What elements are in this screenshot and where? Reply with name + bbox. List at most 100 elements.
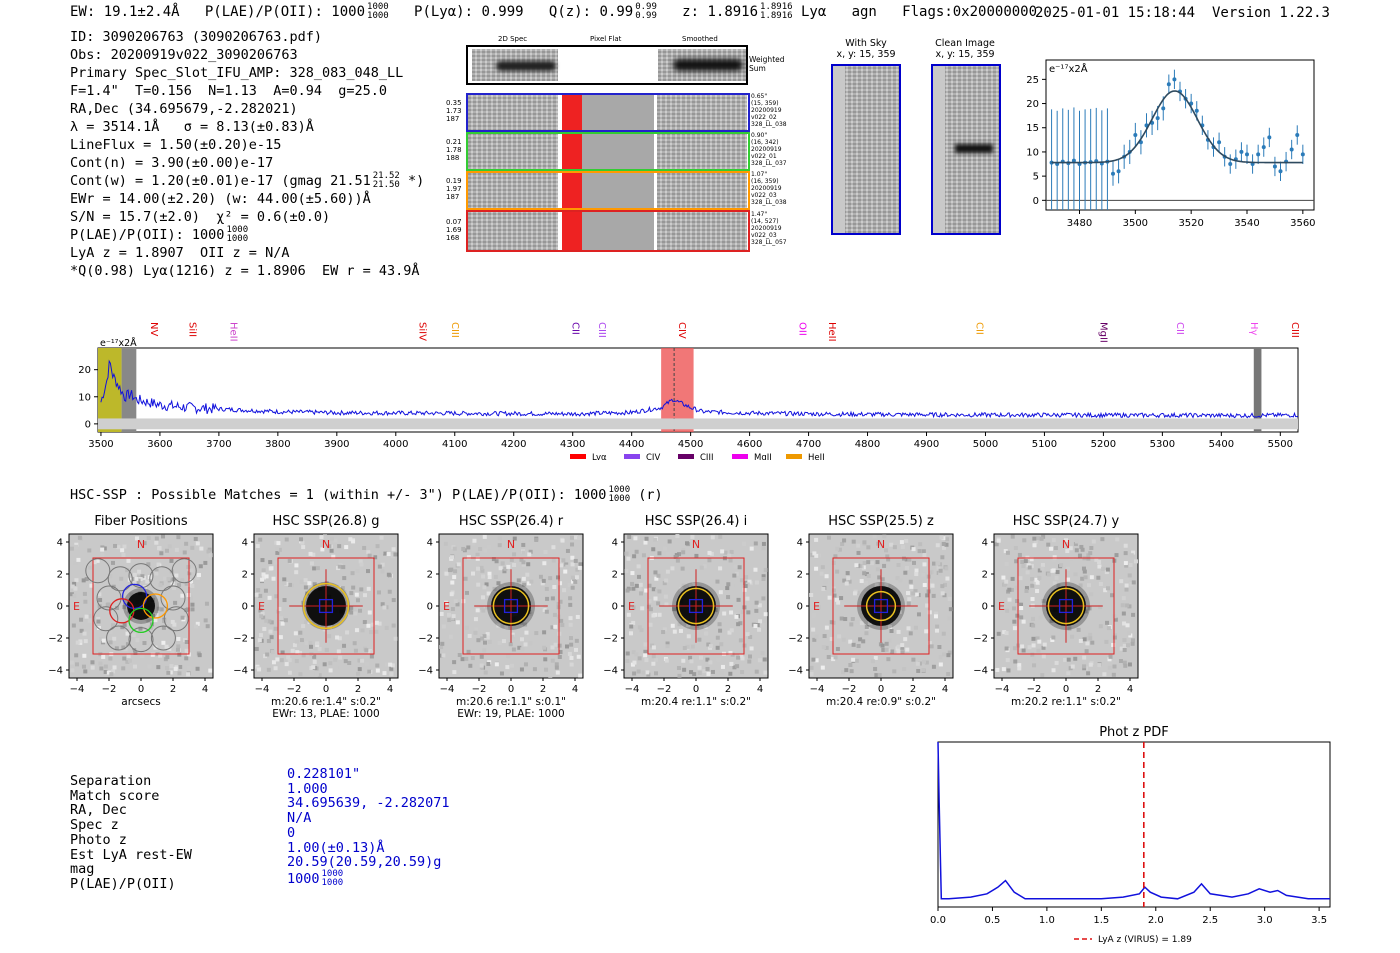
cutout-noise-pixel [161, 640, 166, 645]
cutout-noise-pixel [924, 660, 929, 665]
cutout-aperture [865, 590, 897, 622]
cutout-noise-pixel [103, 664, 108, 669]
cutout-noise-pixel [131, 632, 136, 637]
cutout-noise-pixel [115, 606, 120, 611]
cutout-noise-pixel [749, 646, 754, 651]
cutout-panel: HSC SSP(26.4) r N E 4 2 0 −2 −4 −4 −2 0 2 4 m:20.6 re… [418, 510, 625, 725]
cutout-noise-pixel [362, 620, 367, 625]
cutout-noise-pixel [710, 535, 715, 540]
cutout-noise-pixel [903, 570, 908, 575]
cutout-noise-pixel [931, 593, 936, 598]
cutout-noise-pixel [882, 563, 887, 568]
pdf-xtick-label: 3.0 [1257, 915, 1273, 926]
cutout-noise-pixel [570, 585, 575, 590]
cutout-noise-pixel [723, 550, 728, 555]
cutout-noise-pixel [697, 665, 702, 670]
cutout-noise-pixel [384, 605, 389, 610]
cutout-noise-pixel [842, 578, 847, 583]
cutout-east-label: E [813, 600, 820, 613]
cutout-noise-pixel [1123, 543, 1128, 548]
cutout-noise-pixel [896, 562, 901, 567]
cutout-xtick-label: 0 [1063, 684, 1069, 695]
cutout-noise-pixel [177, 671, 182, 676]
cutout-noise-pixel [1017, 663, 1022, 668]
fiber-circle [163, 606, 189, 632]
cutout-noise-pixel [521, 560, 526, 565]
cutout-noise-pixel [761, 574, 766, 579]
cutout-noise-pixel [161, 625, 166, 630]
cutout-noise-pixel [510, 632, 515, 637]
cutout-noise-pixel [1017, 552, 1022, 557]
cutout-noise-pixel [108, 630, 113, 635]
cutout-noise-pixel [811, 657, 816, 662]
cutout-noise-pixel [1065, 549, 1070, 554]
cutout-noise-pixel [854, 658, 859, 663]
cutout-noise-pixel [73, 586, 78, 591]
cutout-noise-pixel [686, 623, 691, 628]
cutout-noise-pixel [482, 634, 487, 639]
cutout-noise-pixel [322, 662, 327, 667]
cutout-noise-pixel [142, 641, 147, 646]
cutout-noise-pixel [728, 671, 733, 676]
cutout-noise-pixel [336, 649, 341, 654]
cutout-noise-pixel [178, 664, 183, 669]
cutout-noise-pixel [184, 648, 189, 653]
cutout-noise-pixel [333, 657, 338, 662]
cutout-noise-pixel [1036, 536, 1041, 541]
match-label-mag: mag [70, 861, 95, 878]
cutout-noise-pixel [69, 592, 74, 597]
cutout-noise-pixel [1105, 586, 1110, 591]
cutout-noise-pixel [145, 579, 150, 584]
cutout-noise-pixel [154, 540, 159, 545]
cutout-noise-pixel [258, 537, 263, 542]
cutout-noise-pixel [672, 607, 677, 612]
spectrum-line-label: CIII [596, 322, 607, 338]
cutout-noise-pixel [324, 648, 329, 653]
fiber-circle [85, 558, 111, 584]
spectrum-xtick-label: 5200 [1091, 439, 1116, 450]
cutout-noise-pixel [562, 588, 567, 593]
cutout-noise-pixel [475, 566, 480, 571]
fit-data-point [1256, 152, 1261, 157]
cutout-noise-pixel [737, 565, 742, 570]
cutout-noise-pixel [1102, 672, 1107, 677]
cutout-noise-pixel [87, 565, 92, 570]
cutout-noise-pixel [106, 670, 111, 675]
cutout-noise-pixel [858, 637, 863, 642]
cutout-noise-pixel [125, 568, 130, 573]
cutout-ytick-label: −2 [788, 634, 803, 645]
cutout-noise-pixel [934, 628, 939, 633]
cutout-noise-pixel [753, 567, 758, 572]
cutout-noise-pixel [146, 618, 151, 623]
fit-data-point [1161, 106, 1166, 111]
cutout-noise-pixel [578, 673, 583, 678]
cutout-noise-pixel [303, 578, 308, 583]
cutout-noise-pixel [481, 608, 486, 613]
cutout-noise-pixel [132, 572, 137, 577]
cutout-noise-pixel [1107, 665, 1112, 670]
cutout-noise-pixel [889, 542, 894, 547]
cutout-noise-pixel [282, 598, 287, 603]
fit-data-point [1300, 152, 1305, 157]
cutout-noise-pixel [569, 655, 574, 660]
cutout-noise-pixel [1124, 583, 1129, 588]
match-label-ew: Est LyA rest-EW [70, 846, 192, 863]
cutout-noise-pixel [550, 645, 555, 650]
cutout-noise-pixel [389, 672, 394, 677]
cutout-noise-pixel [568, 636, 573, 641]
cutout-noise-pixel [384, 625, 389, 630]
cutout-noise-pixel [187, 583, 192, 588]
match-value-ew: 1.00(±0.13)Å [287, 839, 385, 856]
cutout-noise-pixel [689, 670, 694, 675]
cutout-ytick-label: 0 [57, 602, 63, 613]
cutout-noise-pixel [1112, 664, 1117, 669]
cutout-noise-pixel [730, 652, 735, 657]
cutout-noise-pixel [1080, 547, 1085, 552]
cutout-noise-pixel [1049, 618, 1054, 623]
cutout-noise-pixel [763, 567, 768, 572]
cutout-noise-pixel [195, 621, 200, 626]
cutout-noise-pixel [927, 641, 932, 646]
cutout-noise-pixel [122, 544, 127, 549]
cutout-noise-pixel [480, 568, 485, 573]
cutout-noise-pixel [937, 644, 942, 649]
